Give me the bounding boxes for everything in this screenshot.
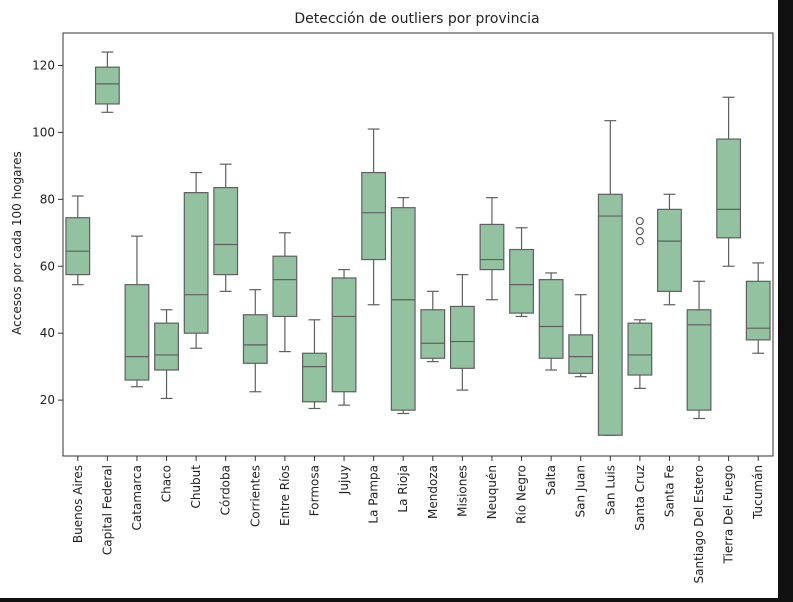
x-tick-label-tierra-del-fuego: Tierra Del Fuego	[722, 465, 736, 564]
x-tick-label-tucumán: Tucumán	[751, 465, 765, 520]
chart-canvas: Detección de outliers por provincia Acce…	[0, 0, 778, 598]
y-tick-label: 20	[40, 393, 55, 407]
x-tick-label-salta: Salta	[544, 465, 558, 495]
box-buenos-aires	[65, 217, 91, 276]
x-tick-label-la-rioja: La Rioja	[396, 465, 410, 513]
y-tick-label: 100	[32, 125, 55, 139]
x-tick-label-córdoba: Córdoba	[219, 465, 233, 515]
outlier-point-santa-cruz	[635, 216, 644, 226]
y-tick-label: 80	[40, 192, 55, 206]
box-córdoba	[213, 187, 239, 276]
x-tick-label-santiago-del-estero: Santiago Del Estero	[692, 465, 706, 583]
box-santa-cruz	[627, 322, 653, 376]
x-tick-label-formosa: Formosa	[307, 465, 321, 516]
box-salta	[538, 279, 564, 359]
plot-area: 20 40 60 80 100 120 Buenos Aires Capital Federa…	[32, 51, 771, 583]
x-tick-label-santa-cruz: Santa Cruz	[633, 465, 647, 531]
box-jujuy	[331, 277, 357, 393]
box-san-juan	[568, 334, 594, 374]
box-tucumán	[745, 280, 771, 341]
box-chaco	[154, 322, 179, 371]
box-catamarca	[124, 284, 150, 381]
y-axis-label: Accesos por cada 100 hogares	[10, 151, 24, 335]
box-mendoza	[420, 309, 446, 359]
box-la-pampa	[361, 171, 387, 261]
x-tick-label-buenos-aires: Buenos Aires	[71, 465, 85, 543]
x-tick-label-río-negro: Río Negro	[515, 465, 529, 524]
box-corrientes	[242, 314, 268, 364]
x-tick-label-corrientes: Corrientes	[248, 465, 262, 527]
box-río-negro	[509, 248, 534, 314]
box-chubut	[183, 192, 209, 334]
x-tick-label-catamarca: Catamarca	[130, 465, 144, 530]
box-santa-fe	[657, 208, 682, 292]
x-tick-label-jujuy: Jujuy	[337, 465, 351, 495]
x-tick-label-mendoza: Mendoza	[426, 465, 440, 519]
x-tick-label-san-juan: San Juan	[574, 465, 588, 518]
box-tierra-del-fuego	[716, 138, 742, 239]
box-formosa	[302, 352, 327, 403]
box-capital-federal	[94, 66, 120, 105]
x-tick-label-chubut: Chubut	[189, 465, 203, 509]
plot-frame	[62, 32, 774, 457]
box-santiago-del-estero	[686, 309, 712, 411]
box-la-rioja	[390, 207, 416, 411]
y-tick-label: 40	[40, 326, 55, 340]
chart-title: Detección de outliers por provincia	[294, 11, 539, 27]
x-tick-label-chaco: Chaco	[160, 465, 174, 502]
x-tick-label-neuquén: Neuquén	[485, 465, 499, 519]
boxplot-chart: Detección de outliers por provincia Acce…	[10, 11, 774, 583]
y-tick-label: 120	[32, 58, 55, 72]
x-tick-label-la-pampa: La Pampa	[367, 465, 381, 524]
outlier-point-santa-cruz	[635, 237, 644, 246]
y-tick-label: 60	[40, 259, 55, 273]
x-tick-label-san-luis: San Luis	[603, 465, 617, 515]
outlier-point-santa-cruz	[635, 227, 644, 236]
box-san-luis	[597, 193, 623, 436]
box-misiones	[449, 305, 475, 369]
x-tick-label-santa-fe: Santa Fe	[662, 465, 676, 517]
x-tick-label-capital-federal: Capital Federal	[100, 465, 114, 555]
x-tick-label-entre-ríos: Entre Ríos	[278, 465, 292, 526]
x-tick-label-misiones: Misiones	[455, 465, 469, 517]
box-neuquén	[479, 223, 505, 271]
box-entre-ríos	[272, 255, 298, 318]
